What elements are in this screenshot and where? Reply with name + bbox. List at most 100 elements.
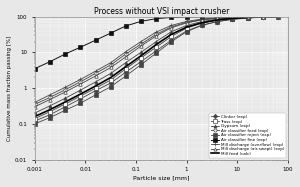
Mill discharge (overflow) (exp) (94, 70, 98, 72)
Trass (exp) (246, 16, 249, 19)
Air classifier reject (exp) (63, 109, 67, 111)
Mill discharge (air-swept) (exp) (109, 66, 112, 69)
Mill feed (calc) (246, 16, 249, 19)
Trass (exp) (169, 35, 173, 38)
Line: Trass (exp): Trass (exp) (33, 15, 280, 120)
Mill discharge (air-swept) (exp) (200, 19, 204, 21)
Air classifier fine (exp) (79, 46, 82, 48)
Air classifier feed (exp) (94, 72, 98, 74)
Line: Mill discharge (air-swept) (exp): Mill discharge (air-swept) (exp) (33, 15, 265, 109)
Mill discharge (overflow) (exp) (33, 101, 36, 104)
Gypsum (exp) (276, 16, 280, 18)
Mill discharge (air-swept) (exp) (154, 35, 158, 37)
Trass (exp) (276, 16, 280, 18)
Air classifier feed (exp) (48, 96, 52, 99)
Air classifier reject (exp) (230, 18, 234, 20)
Air classifier fine (exp) (124, 25, 128, 27)
Air classifier feed (exp) (154, 33, 158, 36)
Air classifier feed (exp) (261, 16, 265, 18)
Clinker (exp) (139, 61, 142, 63)
Legend: Clinker (exp), Trass (exp), Gypsum (exp), Air classifier feed (exp), Air classif: Clinker (exp), Trass (exp), Gypsum (exp)… (209, 113, 286, 158)
Gypsum (exp) (261, 16, 265, 18)
Clinker (exp) (33, 120, 36, 122)
Mill feed (calc) (276, 16, 280, 18)
Air classifier feed (exp) (109, 64, 112, 66)
Trass (exp) (230, 17, 234, 20)
Mill discharge (overflow) (exp) (169, 24, 173, 27)
Air classifier fine (exp) (154, 18, 158, 20)
Gypsum (exp) (109, 72, 112, 74)
Mill feed (calc) (261, 16, 265, 18)
Mill discharge (air-swept) (exp) (185, 22, 188, 24)
Air classifier fine (exp) (109, 32, 112, 34)
Air classifier reject (exp) (200, 24, 204, 27)
Air classifier fine (exp) (94, 39, 98, 41)
Gypsum (exp) (200, 21, 204, 23)
Clinker (exp) (185, 30, 188, 32)
Line: Air classifier fine (exp): Air classifier fine (exp) (32, 14, 219, 71)
Clinker (exp) (215, 21, 219, 23)
Air classifier feed (exp) (169, 26, 173, 28)
Trass (exp) (63, 103, 67, 105)
Clinker (exp) (154, 50, 158, 52)
Mill discharge (air-swept) (exp) (48, 98, 52, 101)
Air classifier feed (exp) (139, 43, 142, 45)
X-axis label: Particle size [mm]: Particle size [mm] (133, 175, 190, 180)
Clinker (exp) (276, 16, 280, 18)
Trass (exp) (200, 22, 204, 24)
Mill discharge (air-swept) (exp) (169, 27, 173, 29)
Line: Clinker (exp): Clinker (exp) (33, 15, 280, 123)
Air classifier feed (exp) (79, 81, 82, 83)
Mill discharge (overflow) (exp) (124, 50, 128, 53)
Trass (exp) (33, 118, 36, 120)
Mill feed (calc) (48, 109, 52, 111)
Line: Gypsum (exp): Gypsum (exp) (33, 15, 280, 115)
Air classifier fine (exp) (185, 16, 188, 18)
Gypsum (exp) (94, 81, 98, 83)
Gypsum (exp) (48, 105, 52, 107)
Mill discharge (air-swept) (exp) (230, 16, 234, 19)
Air classifier feed (exp) (246, 16, 249, 18)
Air classifier feed (exp) (185, 21, 188, 23)
Line: Mill feed (calc): Mill feed (calc) (34, 17, 278, 117)
Gypsum (exp) (63, 97, 67, 99)
Air classifier reject (exp) (154, 52, 158, 54)
Mill feed (calc) (124, 66, 128, 68)
Mill discharge (air-swept) (exp) (215, 17, 219, 19)
Line: Mill discharge (overflow) (exp): Mill discharge (overflow) (exp) (32, 14, 265, 105)
Clinker (exp) (261, 16, 265, 18)
Line: Air classifier reject (exp): Air classifier reject (exp) (33, 15, 265, 126)
Trass (exp) (79, 95, 82, 97)
Clinker (exp) (63, 106, 67, 108)
Clinker (exp) (79, 98, 82, 100)
Gypsum (exp) (154, 41, 158, 43)
Clinker (exp) (246, 17, 249, 19)
Mill discharge (overflow) (exp) (154, 31, 158, 33)
Mill feed (calc) (94, 85, 98, 87)
Gypsum (exp) (124, 62, 128, 64)
Trass (exp) (215, 19, 219, 21)
Air classifier fine (exp) (200, 16, 204, 18)
Trass (exp) (124, 68, 128, 70)
Mill feed (calc) (154, 44, 158, 46)
Trass (exp) (94, 87, 98, 89)
Air classifier reject (exp) (261, 16, 265, 18)
Air classifier fine (exp) (215, 16, 219, 18)
Trass (exp) (154, 46, 158, 48)
Y-axis label: Cumulative mass fraction passing [%]: Cumulative mass fraction passing [%] (7, 36, 12, 141)
Trass (exp) (139, 57, 142, 59)
Gypsum (exp) (33, 112, 36, 114)
Gypsum (exp) (230, 17, 234, 19)
Air classifier fine (exp) (169, 16, 173, 19)
Air classifier feed (exp) (230, 16, 234, 19)
Mill discharge (overflow) (exp) (185, 20, 188, 22)
Gypsum (exp) (79, 89, 82, 91)
Air classifier feed (exp) (124, 53, 128, 55)
Mill feed (calc) (185, 26, 188, 28)
Mill feed (calc) (169, 33, 173, 36)
Mill discharge (overflow) (exp) (109, 62, 112, 64)
Air classifier reject (exp) (109, 86, 112, 88)
Air classifier fine (exp) (33, 68, 36, 70)
Air classifier feed (exp) (215, 17, 219, 19)
Gypsum (exp) (139, 51, 142, 53)
